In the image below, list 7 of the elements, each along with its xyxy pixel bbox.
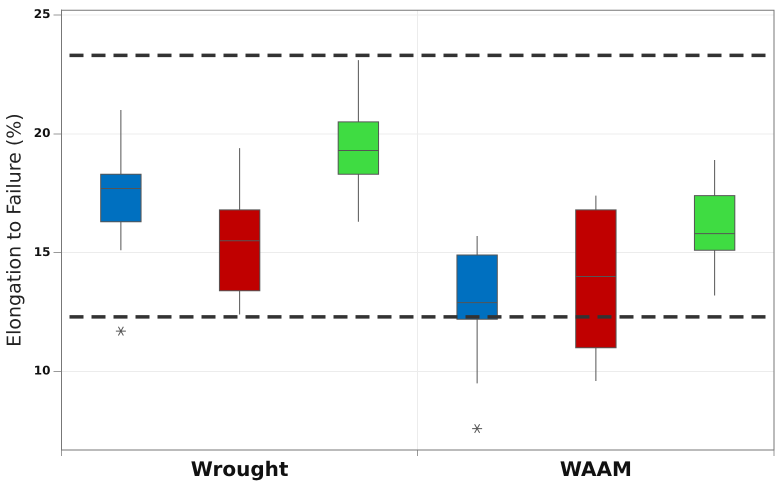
- y-tick-label: 10: [34, 364, 50, 378]
- y-tick-label: 25: [34, 7, 50, 22]
- y-tick-label: 20: [34, 126, 50, 140]
- x-tick-label: WAAM: [560, 457, 632, 482]
- y-tick-label: 15: [34, 244, 50, 259]
- y-axis-title: Elongation to Failure (%): [3, 113, 26, 347]
- x-tick-label: Wrought: [190, 457, 289, 482]
